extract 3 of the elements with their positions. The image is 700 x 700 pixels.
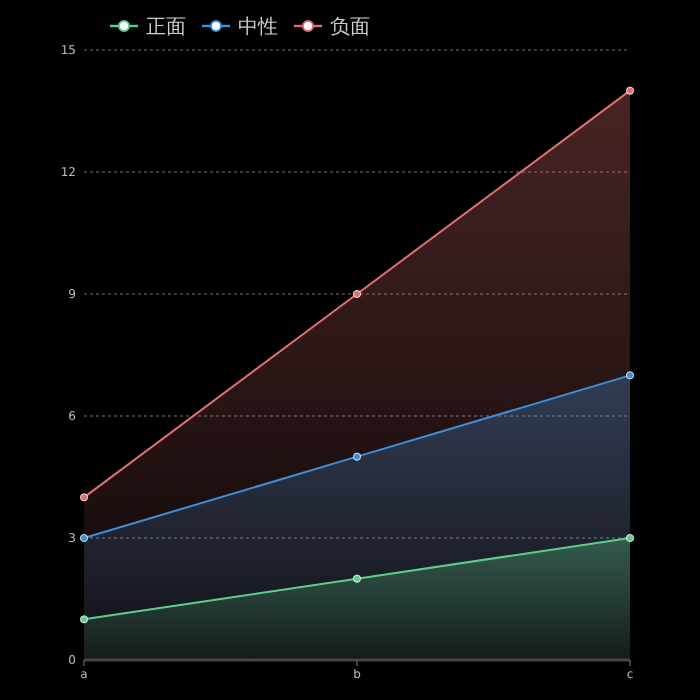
legend-label: 负面 — [330, 15, 370, 39]
legend-label: 中性 — [238, 15, 278, 39]
legend-label: 正面 — [146, 17, 186, 39]
